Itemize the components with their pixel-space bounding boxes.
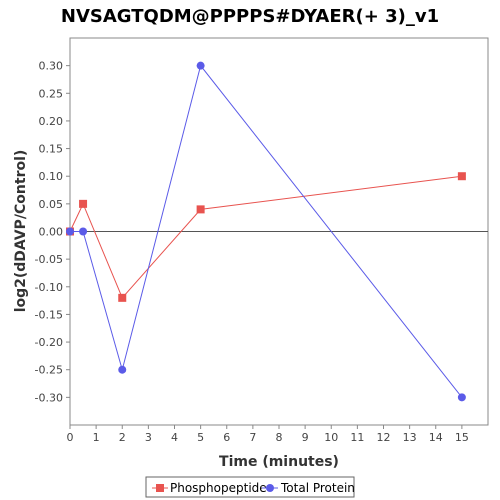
y-tick-label: -0.30: [35, 391, 63, 404]
x-tick-label: 10: [324, 431, 338, 444]
x-tick-label: 0: [67, 431, 74, 444]
legend-label-phosphopeptide: Phosphopeptide: [170, 481, 267, 495]
y-tick-label: 0.05: [39, 198, 64, 211]
x-tick-label: 11: [350, 431, 364, 444]
y-tick-label: -0.15: [35, 308, 63, 321]
data-point-phosphopeptide: [79, 199, 88, 208]
data-point-total-protein: [196, 61, 205, 70]
legend-label-total-protein: Total Protein: [280, 481, 355, 495]
data-point-phosphopeptide: [196, 205, 205, 214]
y-tick-label: 0.15: [39, 143, 64, 156]
y-tick-label: 0.30: [39, 60, 64, 73]
y-tick-label: 0.25: [39, 87, 64, 100]
x-tick-label: 6: [223, 431, 230, 444]
x-tick-label: 14: [429, 431, 443, 444]
x-axis: 0 1 2 3 4 5 6 7 8 9 10 11 12 13 14 15: [67, 425, 469, 444]
data-point-total-protein: [457, 393, 466, 402]
x-tick-label: 1: [93, 431, 100, 444]
legend-box: [145, 476, 355, 498]
y-tick-label: -0.05: [35, 253, 63, 266]
x-tick-label: 5: [197, 431, 204, 444]
x-tick-label: 13: [403, 431, 417, 444]
y-tick-label: -0.10: [35, 281, 63, 294]
data-point-total-protein: [118, 365, 127, 374]
series-layer: [66, 61, 466, 402]
x-tick-label: 8: [276, 431, 283, 444]
y-tick-label: -0.20: [35, 336, 63, 349]
y-axis-label: log2(dDAVP/Control): [13, 150, 29, 313]
legend: Phosphopeptide Total Protein: [145, 476, 355, 498]
chart-title: NVSAGTQDM@PPPPS#DYAER(+ 3)_v1: [61, 6, 439, 27]
legend-marker-total-protein: [266, 484, 274, 492]
x-tick-label: 3: [145, 431, 152, 444]
x-tick-label: 9: [302, 431, 309, 444]
y-tick-label: 0.20: [39, 115, 64, 128]
legend-marker-phosphopeptide: [156, 484, 164, 492]
data-point-phosphopeptide: [457, 172, 466, 181]
data-point-total-protein: [79, 227, 88, 236]
y-tick-label: 0.00: [39, 226, 64, 239]
y-axis: 0.30 0.25 0.20 0.15 0.10 0.05 0.00 -0.05 -0.10 -0…: [35, 60, 70, 404]
x-tick-label: 7: [249, 431, 256, 444]
data-point-total-protein: [66, 227, 74, 236]
x-axis-label: Time (minutes): [219, 454, 339, 470]
x-tick-label: 15: [455, 431, 469, 444]
y-tick-label: -0.25: [35, 364, 63, 377]
x-tick-label: 2: [119, 431, 126, 444]
x-tick-label: 4: [171, 431, 178, 444]
x-tick-label: 12: [377, 431, 391, 444]
data-point-phosphopeptide: [118, 293, 127, 302]
y-tick-label: 0.10: [39, 170, 64, 183]
